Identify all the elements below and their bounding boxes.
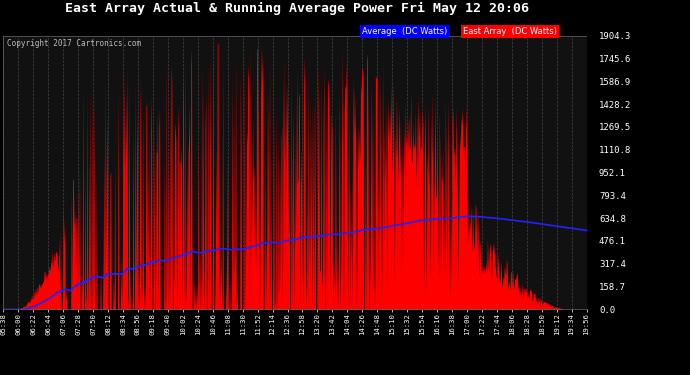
Text: East Array  (DC Watts): East Array (DC Watts) — [463, 27, 557, 36]
Text: East Array Actual & Running Average Power Fri May 12 20:06: East Array Actual & Running Average Powe… — [65, 2, 529, 15]
Text: Copyright 2017 Cartronics.com: Copyright 2017 Cartronics.com — [7, 39, 141, 48]
Text: Average  (DC Watts): Average (DC Watts) — [362, 27, 447, 36]
